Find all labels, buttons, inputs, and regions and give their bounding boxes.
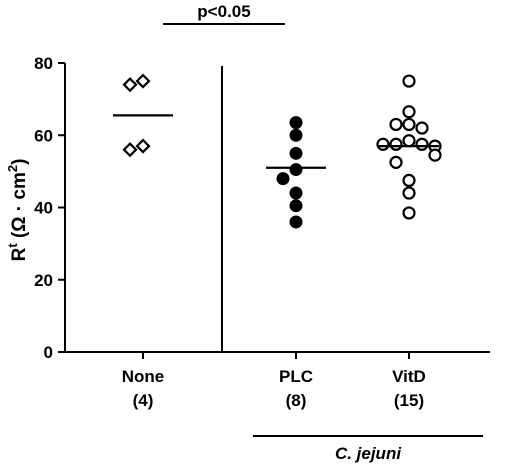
x-categories: None (4) PLC (8) VitD (15) bbox=[122, 352, 426, 410]
x-category-label: PLC bbox=[279, 367, 313, 386]
y-axis-label-units-sup: 2 bbox=[5, 165, 20, 172]
y-axis-label-main: R bbox=[9, 247, 30, 261]
y-tick-label: 60 bbox=[34, 126, 53, 145]
y-tick-label: 40 bbox=[34, 199, 53, 218]
x-category-label: VitD bbox=[392, 367, 426, 386]
data-point-filled-circle bbox=[289, 163, 303, 177]
data-points bbox=[122, 73, 442, 229]
data-point-open-circle bbox=[415, 121, 429, 135]
mean-lines bbox=[113, 114, 439, 169]
y-ticks: 0 20 40 60 80 bbox=[34, 54, 65, 362]
y-axis-label-close: ) bbox=[9, 159, 30, 165]
x-category-label: None bbox=[122, 367, 165, 386]
data-point-diamond bbox=[122, 77, 138, 93]
y-axis-label-sup: t bbox=[5, 243, 20, 248]
significance-bracket: p<0.05 bbox=[163, 2, 285, 25]
data-point-open-circle bbox=[428, 148, 442, 162]
data-point-open-circle bbox=[402, 74, 416, 88]
data-point-open-circle bbox=[389, 117, 403, 132]
data-point-open-circle bbox=[402, 186, 416, 200]
data-point-open-circle bbox=[402, 206, 416, 220]
significance-label: p<0.05 bbox=[197, 2, 250, 21]
data-point-filled-circle bbox=[289, 199, 303, 213]
data-point-open-circle bbox=[389, 137, 403, 151]
group-label: C. jejuni bbox=[335, 444, 402, 463]
data-point-diamond bbox=[122, 142, 138, 158]
data-point-filled-circle bbox=[289, 146, 303, 160]
y-axis-label-units: (Ω · cm bbox=[9, 172, 30, 238]
y-tick-label: 0 bbox=[44, 343, 53, 362]
x-category-count: (15) bbox=[394, 391, 424, 410]
data-point-filled-circle bbox=[276, 172, 290, 186]
data-point-diamond bbox=[135, 138, 151, 154]
x-category-count: (8) bbox=[286, 391, 307, 410]
data-point-open-circle bbox=[402, 117, 416, 132]
data-point-open-circle bbox=[415, 137, 429, 151]
data-point-filled-circle bbox=[289, 215, 303, 229]
data-point-open-circle bbox=[402, 105, 416, 119]
axes bbox=[64, 63, 490, 353]
data-point-open-circle bbox=[402, 134, 416, 148]
y-tick-label: 20 bbox=[34, 271, 53, 290]
data-point-open-circle bbox=[389, 155, 403, 169]
data-point-filled-circle bbox=[289, 128, 303, 142]
data-point-diamond bbox=[135, 73, 151, 89]
data-point-filled-circle bbox=[289, 116, 303, 130]
data-point-open-circle bbox=[376, 137, 390, 151]
group-annotation: C. jejuni bbox=[253, 435, 483, 463]
data-point-filled-circle bbox=[289, 186, 303, 200]
data-point-open-circle bbox=[402, 173, 416, 188]
y-axis-label: Rt (Ω · cm2) bbox=[5, 159, 30, 262]
x-category-count: (4) bbox=[133, 391, 154, 410]
y-tick-label: 80 bbox=[34, 54, 53, 73]
